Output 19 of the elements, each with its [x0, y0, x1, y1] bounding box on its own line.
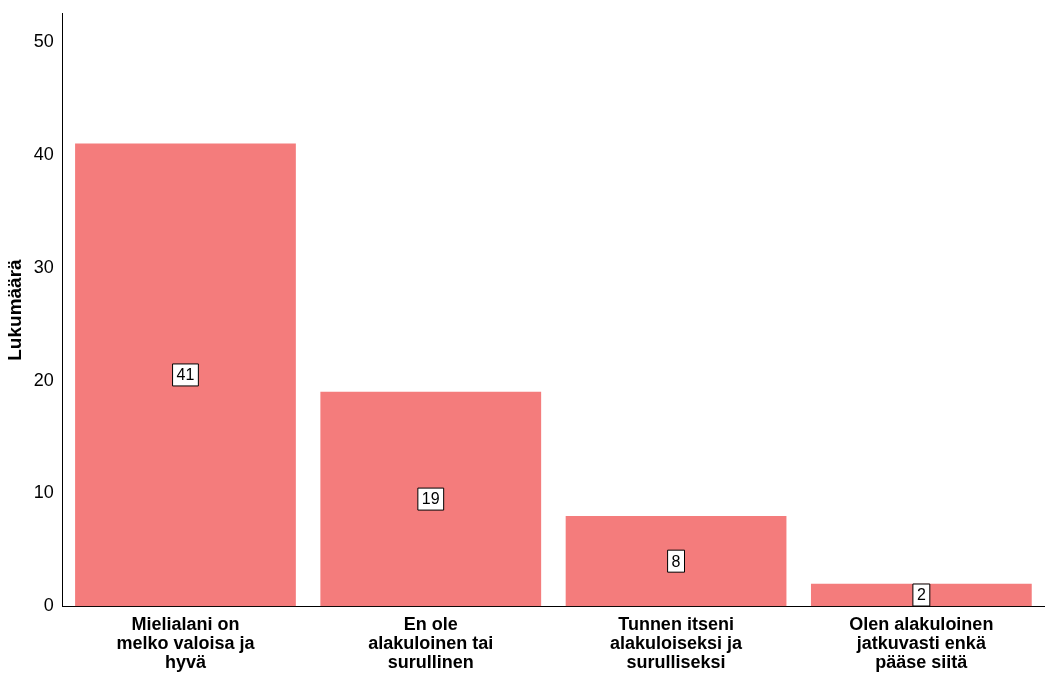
bar [565, 516, 787, 607]
y-tick-label: 40 [33, 143, 54, 164]
data-label: 19 [421, 490, 440, 508]
y-tick-label: 0 [43, 595, 54, 616]
data-label: 2 [916, 586, 926, 604]
y-tick-label: 30 [33, 256, 54, 277]
bar [320, 391, 542, 607]
y-axis-title: Lukumäärä [3, 258, 25, 361]
bar [810, 583, 1032, 607]
bar [75, 143, 296, 607]
data-label: 8 [671, 552, 681, 570]
data-label: 41 [176, 366, 195, 384]
x-tick-label: En ole alakuloinen tai surullinen [368, 613, 494, 672]
x-tick-label: Tunnen itseni alakuloiseksi ja surulliseksi [610, 613, 744, 672]
y-tick-label: 20 [33, 369, 54, 390]
y-tick-label: 10 [33, 482, 54, 503]
x-tick-label: Olen alakuloinen jatkuvasti enkä pääse siitä [849, 613, 994, 672]
x-tick-label: Mielialani on melko valoisa ja hyvä [116, 613, 256, 672]
y-tick-label: 50 [33, 30, 54, 51]
